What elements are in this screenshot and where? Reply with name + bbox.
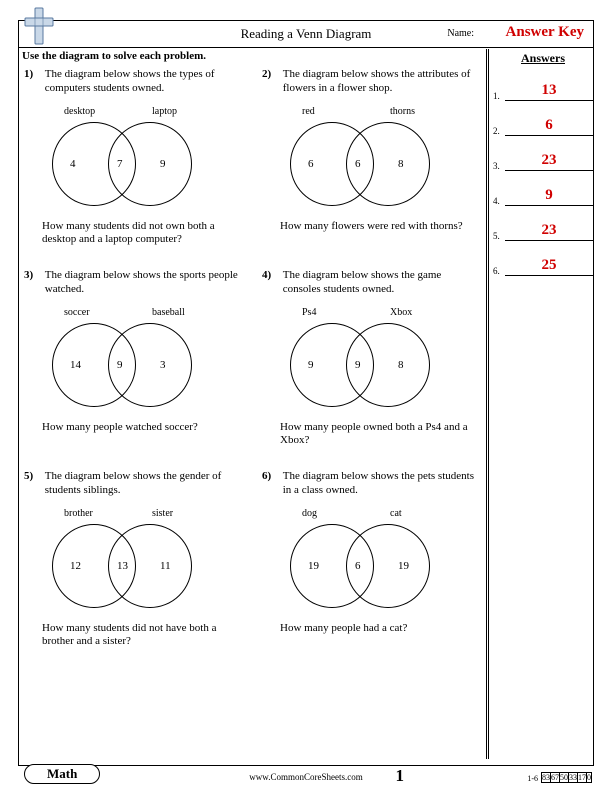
- answer-number: 2.: [493, 126, 505, 136]
- venn-left-label: red: [302, 106, 315, 117]
- venn-left-label: Ps4: [302, 307, 316, 318]
- header: Reading a Venn Diagram Name: Answer Key: [18, 20, 594, 48]
- venn-value-right: 8: [398, 158, 404, 170]
- problem: 4) The diagram below shows the game cons…: [262, 269, 482, 448]
- answer-key-label: Answer Key: [506, 24, 584, 41]
- venn-value-left: 19: [308, 560, 319, 572]
- problem-question: How many people watched soccer?: [42, 421, 244, 435]
- venn-left-label: desktop: [64, 106, 95, 117]
- venn-value-right: 3: [160, 359, 166, 371]
- answers-heading: Answers: [493, 51, 593, 66]
- venn-value-intersection: 9: [355, 359, 361, 371]
- problem: 2) The diagram below shows the attribute…: [262, 68, 482, 247]
- venn-value-intersection: 6: [355, 158, 361, 170]
- answer-value: 23: [505, 152, 593, 171]
- venn-right-label: cat: [390, 508, 402, 519]
- answer-value: 13: [505, 82, 593, 101]
- answer-row: 5.23: [493, 222, 593, 241]
- answer-number: 1.: [493, 91, 505, 101]
- venn-value-left: 14: [70, 359, 81, 371]
- venn-diagram: Ps4 Xbox 9 9 8: [280, 305, 460, 415]
- answer-number: 4.: [493, 196, 505, 206]
- footer: Math www.CommonCoreSheets.com 1 1-6 8367…: [18, 762, 594, 786]
- venn-left-label: brother: [64, 508, 93, 519]
- problem-question: How many students did not own both a des…: [42, 220, 244, 248]
- answer-value: 23: [505, 222, 593, 241]
- venn-value-intersection: 13: [117, 560, 128, 572]
- problem-number: 6): [262, 470, 280, 482]
- venn-right-label: laptop: [152, 106, 177, 117]
- problem-question: How many people had a cat?: [280, 622, 482, 636]
- problem-question: How many people owned both a Ps4 and a X…: [280, 421, 482, 449]
- problem-number: 5): [24, 470, 42, 482]
- venn-value-intersection: 7: [117, 158, 123, 170]
- problem: 1) The diagram below shows the types of …: [24, 68, 244, 247]
- venn-value-right: 19: [398, 560, 409, 572]
- venn-left-label: soccer: [64, 307, 90, 318]
- venn-right-label: sister: [152, 508, 173, 519]
- answer-row: 6.25: [493, 257, 593, 276]
- problem: 5) The diagram below shows the gender of…: [24, 470, 244, 649]
- instruction: Use the diagram to solve each problem.: [22, 50, 206, 62]
- problem-description: The diagram below shows the sports peopl…: [45, 269, 240, 297]
- answers-column: Answers 1.132.63.234.95.236.25: [488, 49, 593, 759]
- problem-description: The diagram below shows the gender of st…: [45, 470, 240, 498]
- problem-question: How many flowers were red with thorns?: [280, 220, 482, 234]
- venn-diagram: red thorns 6 6 8: [280, 104, 460, 214]
- problem-question: How many students did not have both a br…: [42, 622, 244, 650]
- venn-value-right: 9: [160, 158, 166, 170]
- answer-number: 3.: [493, 161, 505, 171]
- venn-diagram: brother sister 12 13 11: [42, 506, 222, 616]
- score-box: 0: [586, 772, 592, 783]
- venn-diagram: soccer baseball 14 9 3: [42, 305, 222, 415]
- answer-value: 9: [505, 187, 593, 206]
- problems-region: 1) The diagram below shows the types of …: [24, 68, 484, 671]
- problem-description: The diagram below shows the pets student…: [283, 470, 478, 498]
- problem-number: 3): [24, 269, 42, 281]
- answer-number: 6.: [493, 266, 505, 276]
- score-boxes: 1-6 83675033170: [527, 772, 592, 784]
- page-number: 1: [18, 766, 404, 786]
- problem-description: The diagram below shows the game console…: [283, 269, 478, 297]
- score-range: 1-6: [527, 774, 538, 783]
- venn-value-left: 9: [308, 359, 314, 371]
- venn-right-label: thorns: [390, 106, 415, 117]
- venn-value-intersection: 6: [355, 560, 361, 572]
- answer-row: 4.9: [493, 187, 593, 206]
- name-label: Name:: [447, 28, 474, 39]
- answer-row: 3.23: [493, 152, 593, 171]
- venn-right-label: Xbox: [390, 307, 412, 318]
- venn-value-left: 4: [70, 158, 76, 170]
- venn-diagram: dog cat 19 6 19: [280, 506, 460, 616]
- venn-value-right: 8: [398, 359, 404, 371]
- problem: 6) The diagram below shows the pets stud…: [262, 470, 482, 649]
- problem-number: 1): [24, 68, 42, 80]
- venn-value-left: 12: [70, 560, 81, 572]
- answer-row: 1.13: [493, 82, 593, 101]
- problem-description: The diagram below shows the types of com…: [45, 68, 240, 96]
- problem-number: 4): [262, 269, 280, 281]
- venn-value-left: 6: [308, 158, 314, 170]
- answer-value: 25: [505, 257, 593, 276]
- answer-number: 5.: [493, 231, 505, 241]
- answer-row: 2.6: [493, 117, 593, 136]
- problem: 3) The diagram below shows the sports pe…: [24, 269, 244, 448]
- problem-number: 2): [262, 68, 280, 80]
- venn-left-label: dog: [302, 508, 317, 519]
- venn-value-right: 11: [160, 560, 171, 572]
- venn-diagram: desktop laptop 4 7 9: [42, 104, 222, 214]
- venn-right-label: baseball: [152, 307, 185, 318]
- answer-value: 6: [505, 117, 593, 136]
- venn-value-intersection: 9: [117, 359, 123, 371]
- problem-description: The diagram below shows the attributes o…: [283, 68, 478, 96]
